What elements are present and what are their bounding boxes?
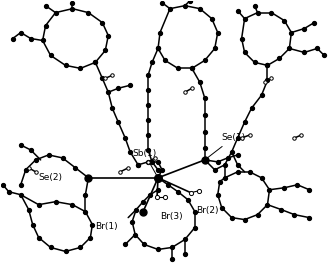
Text: Se(2): Se(2) xyxy=(38,173,63,182)
Text: Br(2): Br(2) xyxy=(196,206,218,215)
Text: Sb(1): Sb(1) xyxy=(132,149,157,175)
Text: Br(1): Br(1) xyxy=(96,222,118,230)
Text: Br(3): Br(3) xyxy=(160,212,183,221)
Text: Se(1): Se(1) xyxy=(207,133,246,158)
